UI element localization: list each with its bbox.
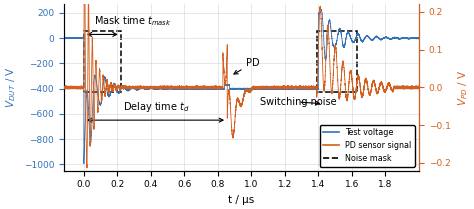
Text: Delay time $t_d$: Delay time $t_d$: [123, 101, 189, 115]
Bar: [84, 31, 121, 92]
Y-axis label: $V_{PD}$ / V: $V_{PD}$ / V: [456, 69, 470, 106]
Text: Switching noise: Switching noise: [260, 97, 337, 107]
Y-axis label: $V_{DUT}$ / V: $V_{DUT}$ / V: [4, 66, 18, 108]
Legend: Test voltage, PD sensor signal, Noise mask: Test voltage, PD sensor signal, Noise ma…: [319, 125, 415, 167]
X-axis label: t / μs: t / μs: [228, 195, 255, 205]
Text: Mask time $t_{mask}$: Mask time $t_{mask}$: [93, 14, 171, 28]
Bar: [317, 31, 357, 92]
Text: PD: PD: [234, 58, 260, 74]
